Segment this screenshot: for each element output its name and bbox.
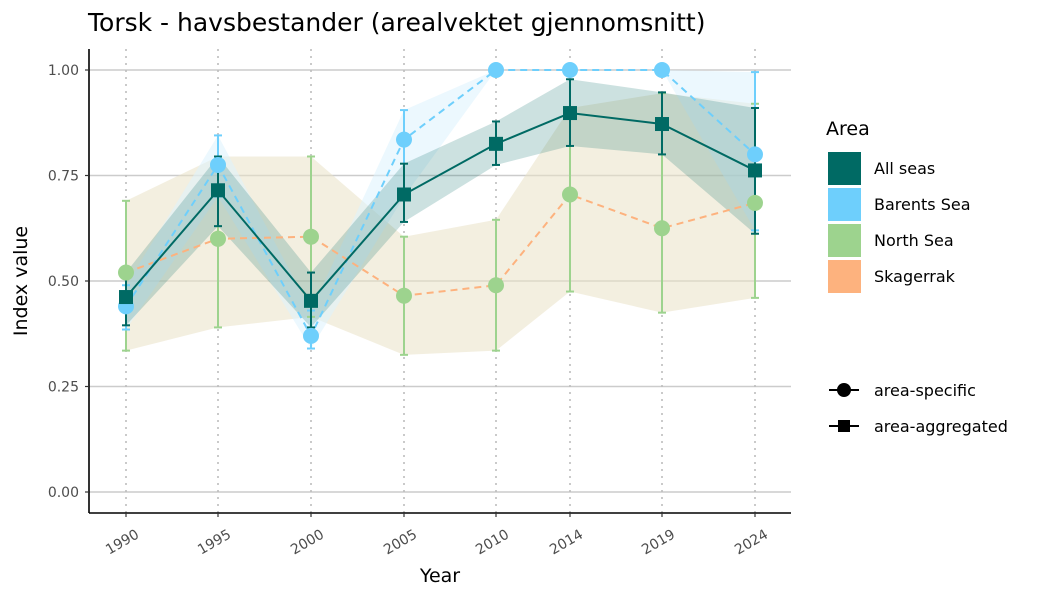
legend-key xyxy=(828,260,861,293)
legend-label: All seas xyxy=(874,159,935,178)
point-all-seas xyxy=(748,163,762,178)
shape-legend-label: area-aggregated xyxy=(874,417,1008,436)
band-all-seas xyxy=(126,79,755,328)
point-north-sea xyxy=(488,277,504,294)
series-lines xyxy=(125,69,756,339)
point-north-sea xyxy=(396,287,412,304)
point-all-seas xyxy=(397,187,411,202)
legend-key xyxy=(828,224,861,257)
shape-legend-square xyxy=(838,420,850,432)
y-tick-label: 0.50 xyxy=(48,274,79,290)
shape-legend-label: area-specific xyxy=(874,381,976,400)
legend-label: Skagerrak xyxy=(874,267,956,286)
line-skagerrak xyxy=(125,193,756,297)
x-tick-label: 2005 xyxy=(381,527,420,559)
y-axis-title: Index value xyxy=(10,226,32,336)
y-tick-label: 0.25 xyxy=(48,380,79,396)
x-tick-label: 2010 xyxy=(473,527,512,559)
x-tick-label: 1990 xyxy=(103,527,142,559)
x-tick-label: 2024 xyxy=(732,527,771,559)
point-barents-sea xyxy=(488,62,504,78)
line-all-seas xyxy=(125,112,756,303)
legend: Area All seas Barents Sea North Sea Skagerr… xyxy=(826,118,971,293)
legend-label: North Sea xyxy=(874,231,954,250)
x-axis-title: Year xyxy=(419,565,460,587)
x-tick-label: 1995 xyxy=(195,527,234,559)
point-barents-sea xyxy=(303,327,319,344)
y-tick-label: 0.00 xyxy=(48,485,79,501)
point-all-seas xyxy=(563,106,577,121)
data-points xyxy=(118,62,763,344)
legend-title: Area xyxy=(826,118,870,140)
point-all-seas xyxy=(489,136,503,151)
y-tick-label: 0.75 xyxy=(48,169,79,185)
shape-legend: area-specific area-aggregated xyxy=(829,381,1008,436)
y-tick-label: 1.00 xyxy=(48,63,79,79)
point-north-sea xyxy=(303,228,319,245)
legend-key xyxy=(828,152,861,185)
point-barents-sea xyxy=(396,131,412,148)
point-barents-sea xyxy=(562,62,578,78)
point-barents-sea xyxy=(654,62,670,78)
confidence-bands xyxy=(126,70,755,355)
shape-legend-circle xyxy=(837,383,851,397)
point-all-seas xyxy=(211,183,225,198)
point-north-sea xyxy=(210,230,226,247)
point-all-seas xyxy=(655,117,669,132)
legend-label: Barents Sea xyxy=(874,195,971,214)
point-barents-sea xyxy=(747,146,763,163)
legend-key xyxy=(828,188,861,221)
point-north-sea xyxy=(654,220,670,237)
point-north-sea xyxy=(562,186,578,203)
x-tick-label: 2019 xyxy=(639,527,678,559)
band-barents-sea xyxy=(126,70,755,349)
x-tick-label: 2000 xyxy=(288,527,327,559)
x-tick-label: 2014 xyxy=(547,527,586,559)
point-all-seas xyxy=(304,293,318,308)
point-barents-sea xyxy=(210,156,226,173)
line-barents-sea xyxy=(125,69,756,339)
point-north-sea xyxy=(747,194,763,211)
point-north-sea xyxy=(118,264,134,281)
point-all-seas xyxy=(119,290,133,305)
chart-title: Torsk - havsbestander (arealvektet gjenn… xyxy=(87,8,705,37)
